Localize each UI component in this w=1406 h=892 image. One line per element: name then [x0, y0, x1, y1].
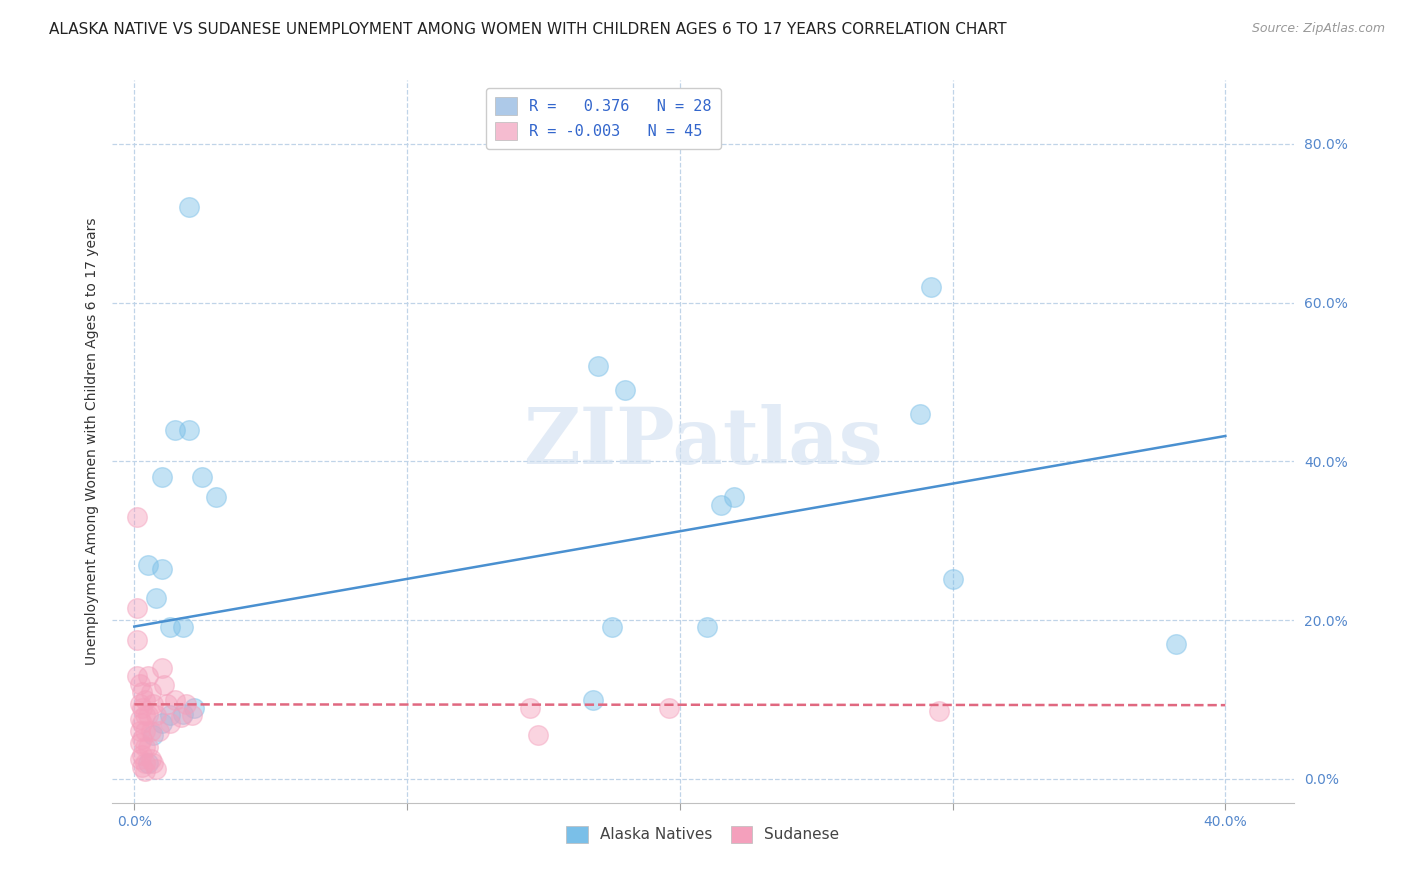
Point	[180, 708, 202, 723]
Point	[614, 383, 637, 397]
Point	[153, 678, 176, 692]
Point	[125, 633, 148, 648]
Point	[131, 732, 153, 747]
Point	[131, 748, 153, 763]
Text: ZIPatlas: ZIPatlas	[523, 403, 883, 480]
Point	[159, 708, 181, 723]
Point	[145, 708, 167, 723]
Point	[131, 700, 153, 714]
Point	[177, 423, 200, 437]
Point	[165, 692, 187, 706]
Point	[134, 724, 156, 739]
Point	[191, 470, 214, 484]
Point	[134, 756, 156, 770]
Point	[139, 724, 162, 739]
Point	[150, 470, 173, 484]
Point	[519, 700, 541, 714]
Point	[136, 708, 159, 723]
Point	[142, 728, 165, 742]
Point	[128, 724, 150, 739]
Point	[125, 669, 148, 683]
Point	[142, 697, 165, 711]
Point	[165, 423, 187, 437]
Point	[159, 619, 181, 633]
Point	[128, 736, 150, 750]
Point	[169, 710, 191, 724]
Point	[139, 752, 162, 766]
Point	[139, 684, 162, 698]
Point	[174, 697, 197, 711]
Point	[136, 756, 159, 770]
Point	[159, 716, 181, 731]
Point	[131, 716, 153, 731]
Point	[920, 279, 942, 293]
Point	[205, 490, 228, 504]
Point	[527, 728, 550, 742]
Point	[183, 700, 205, 714]
Point	[581, 692, 603, 706]
Point	[131, 684, 153, 698]
Point	[150, 561, 173, 575]
Point	[136, 740, 159, 755]
Y-axis label: Unemployment Among Women with Children Ages 6 to 17 years: Unemployment Among Women with Children A…	[86, 218, 100, 665]
Point	[145, 763, 167, 777]
Point	[145, 591, 167, 605]
Point	[134, 764, 156, 778]
Point	[136, 558, 159, 572]
Point	[148, 724, 170, 739]
Point	[710, 498, 733, 512]
Point	[172, 706, 194, 721]
Text: Source: ZipAtlas.com: Source: ZipAtlas.com	[1251, 22, 1385, 36]
Point	[142, 756, 165, 770]
Point	[586, 359, 609, 373]
Point	[942, 572, 965, 586]
Point	[134, 708, 156, 723]
Text: ALASKA NATIVE VS SUDANESE UNEMPLOYMENT AMONG WOMEN WITH CHILDREN AGES 6 TO 17 YE: ALASKA NATIVE VS SUDANESE UNEMPLOYMENT A…	[49, 22, 1007, 37]
Point	[131, 760, 153, 774]
Point	[125, 601, 148, 615]
Point	[134, 740, 156, 755]
Point	[136, 669, 159, 683]
Point	[600, 619, 623, 633]
Point	[1166, 637, 1188, 651]
Point	[150, 661, 173, 675]
Point	[150, 716, 173, 731]
Legend: Alaska Natives, Sudanese: Alaska Natives, Sudanese	[561, 820, 845, 849]
Point	[723, 490, 745, 504]
Point	[177, 200, 200, 214]
Point	[128, 676, 150, 690]
Point	[172, 619, 194, 633]
Point	[928, 704, 950, 718]
Point	[128, 697, 150, 711]
Point	[128, 713, 150, 727]
Point	[134, 692, 156, 706]
Point	[156, 697, 179, 711]
Point	[696, 619, 718, 633]
Point	[125, 510, 148, 524]
Point	[128, 752, 150, 766]
Point	[658, 700, 681, 714]
Point	[908, 407, 931, 421]
